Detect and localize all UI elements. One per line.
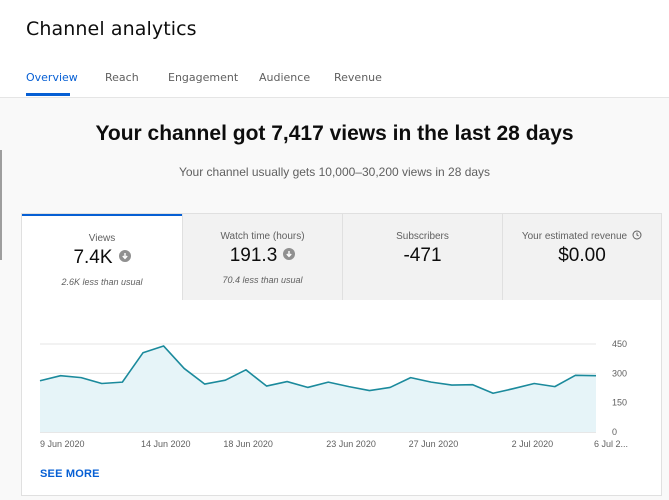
views-line bbox=[39, 345, 597, 395]
metric-value-text: 7.4K bbox=[73, 247, 113, 268]
x-tick-label: 6 Jul 2... bbox=[594, 439, 628, 449]
metric-note: 2.6K less than usual bbox=[61, 277, 143, 287]
metric-label: Views bbox=[88, 233, 116, 244]
see-more-link[interactable]: SEE MORE bbox=[40, 468, 100, 480]
metric-subscribers[interactable]: Subscribers -471 bbox=[342, 214, 502, 300]
scrollbar-edge bbox=[0, 150, 2, 260]
y-tick-label: 0 bbox=[612, 427, 617, 437]
summary-subline: Your channel usually gets 10,000–30,200 … bbox=[178, 165, 491, 179]
metric-label: Subscribers bbox=[396, 231, 449, 242]
metrics-card: Views 7.4K 2.6K less than usual Watch ti… bbox=[21, 213, 662, 496]
metric-label-text: Your estimated revenue bbox=[521, 231, 628, 242]
metric-value-text: 191.3 bbox=[229, 245, 278, 266]
metric-value: -471 bbox=[403, 245, 442, 266]
views-chart: 0 150 300 450 9 Jun 2020 14 Jun 2020 18 Jun 20… bbox=[39, 339, 628, 449]
metric-note: 70.4 less than usual bbox=[222, 275, 303, 285]
tab-overview[interactable]: Overview bbox=[26, 71, 78, 84]
metric-value: $0.00 bbox=[558, 245, 606, 266]
metric-watch-time[interactable]: Watch time (hours) 191.3 70.4 less than … bbox=[182, 214, 342, 300]
x-tick-label: 9 Jun 2020 bbox=[40, 439, 85, 449]
metric-value: 191.3 bbox=[183, 245, 342, 267]
y-tick-label: 300 bbox=[612, 368, 627, 378]
summary-headline: Your channel got 7,417 views in the last… bbox=[95, 122, 574, 145]
metric-label: Watch time (hours) bbox=[220, 231, 305, 242]
page-header: Channel analytics Overview Reach Engagem… bbox=[0, 0, 669, 98]
tab-audience[interactable]: Audience bbox=[259, 71, 311, 84]
x-tick-label: 27 Jun 2020 bbox=[409, 439, 459, 449]
page-title: Channel analytics bbox=[26, 18, 197, 40]
metric-revenue[interactable]: Your estimated revenue $0.00 bbox=[502, 214, 661, 300]
down-arrow-icon bbox=[283, 247, 296, 260]
metric-label: Your estimated revenue bbox=[503, 230, 661, 242]
metric-tabs: Views 7.4K 2.6K less than usual Watch ti… bbox=[22, 214, 663, 300]
active-tab-indicator bbox=[26, 93, 70, 96]
views-area bbox=[40, 345, 596, 432]
metric-views[interactable]: Views 7.4K 2.6K less than usual bbox=[22, 214, 182, 300]
clock-icon bbox=[632, 230, 642, 240]
y-tick-label: 150 bbox=[612, 398, 627, 408]
x-tick-label: 14 Jun 2020 bbox=[141, 439, 191, 449]
x-tick-label: 18 Jun 2020 bbox=[223, 439, 273, 449]
tab-reach[interactable]: Reach bbox=[105, 71, 139, 84]
y-tick-label: 450 bbox=[612, 339, 627, 349]
tab-engagement[interactable]: Engagement bbox=[168, 71, 239, 84]
x-tick-label: 2 Jul 2020 bbox=[512, 439, 554, 449]
x-tick-label: 23 Jun 2020 bbox=[326, 439, 376, 449]
tab-revenue[interactable]: Revenue bbox=[334, 71, 382, 84]
down-arrow-icon bbox=[118, 249, 131, 262]
metric-value: 7.4K bbox=[22, 247, 182, 269]
